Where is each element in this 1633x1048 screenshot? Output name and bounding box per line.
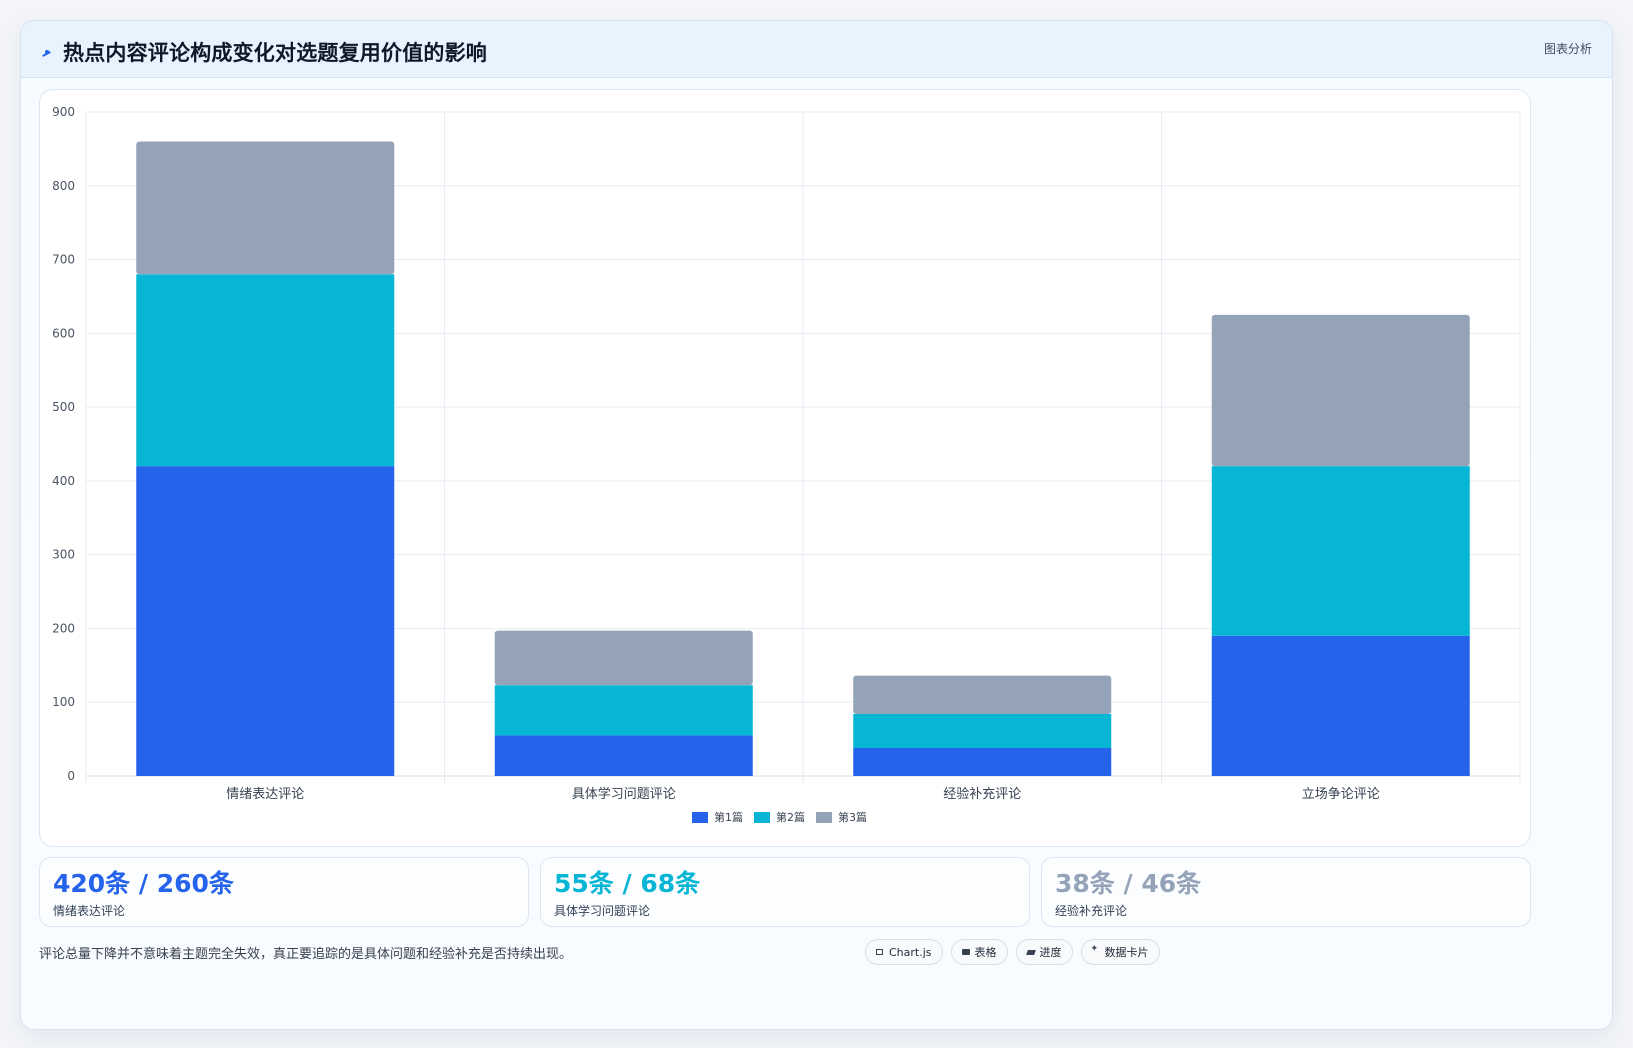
y-tick-label: 300	[52, 548, 75, 562]
bar-segment	[853, 747, 1112, 776]
bar-segment	[853, 675, 1112, 715]
legend-label: 第1篇	[714, 810, 743, 824]
stat-cards: 420条 / 260条 情绪表达评论 55条 / 68条 具体学习问题评论 38…	[39, 857, 1531, 929]
y-tick-label: 700	[52, 253, 75, 267]
chip-progress[interactable]: 进度	[1015, 939, 1073, 965]
y-tick-label: 400	[52, 474, 75, 488]
legend-swatch	[754, 812, 770, 823]
stat-card-experience: 38条 / 46条 经验补充评论	[1041, 857, 1531, 927]
report-window: 热点内容评论构成变化对选题复用价值的影响 图表分析 0 100 200 300 400 5…	[20, 20, 1613, 1030]
bar-segment	[494, 735, 753, 776]
legend-label: 第2篇	[776, 810, 805, 824]
y-tick-label: 800	[52, 179, 75, 193]
page-title: 热点内容评论构成变化对选题复用价值的影响	[63, 41, 487, 65]
legend-swatch	[816, 812, 832, 823]
stat-card-learning: 55条 / 68条 具体学习问题评论	[540, 857, 1030, 927]
bar-segment	[494, 630, 753, 686]
bar-segment	[853, 714, 1112, 748]
header: 热点内容评论构成变化对选题复用价值的影响 图表分析	[21, 21, 1612, 78]
stat-value: 38条 / 46条	[1055, 869, 1202, 898]
bar-segment	[136, 466, 395, 776]
bar-segment	[136, 274, 395, 467]
y-tick-label: 200	[52, 621, 75, 635]
trend-icon	[41, 46, 53, 58]
stat-value: 55条 / 68条	[554, 869, 701, 898]
chip-chartjs[interactable]: Chart.js	[865, 939, 943, 965]
stat-label: 经验补充评论	[1055, 904, 1128, 918]
chart-card: 0 100 200 300 400 500 600 700 800 900 情绪表达评论 具体学习问题…	[39, 89, 1531, 847]
x-tick-label: 立场争论评论	[1302, 787, 1380, 802]
sparkle-icon	[1091, 944, 1100, 956]
title-group: 热点内容评论构成变化对选题复用价值的影响	[41, 37, 487, 67]
legend-label: 第3篇	[838, 810, 867, 824]
legend-swatch	[692, 812, 708, 823]
chip-table[interactable]: 表格	[950, 939, 1008, 965]
chip-label: 数据卡片	[1104, 946, 1149, 959]
chip-label: 表格	[974, 946, 997, 959]
y-tick-label: 100	[52, 695, 75, 709]
x-tick-label: 情绪表达评论	[226, 787, 304, 802]
summary-note: 评论总量下降并不意味着主题完全失效，真正要追踪的是具体问题和经验补充是否持续出现…	[39, 947, 573, 962]
table-icon	[961, 948, 970, 956]
chip-label: 进度	[1039, 946, 1062, 959]
y-tick-label: 600	[52, 326, 75, 340]
progress-icon	[1027, 948, 1035, 956]
bar-segment	[1211, 314, 1470, 467]
x-tick-label: 经验补充评论	[943, 786, 1021, 802]
bar-segment	[136, 141, 395, 275]
bar-segment	[1211, 635, 1470, 776]
stacked-bar-chart: 0 100 200 300 400 500 600 700 800 900 情绪表达评论 具体学习问题…	[52, 105, 1521, 824]
y-tick-label: 500	[52, 400, 75, 414]
stat-label: 具体学习问题评论	[554, 904, 651, 918]
x-tick-label: 具体学习问题评论	[572, 786, 676, 802]
chip-label: Chart.js	[889, 945, 932, 959]
y-tick-label: 0	[67, 769, 75, 783]
y-tick-label: 900	[52, 105, 75, 119]
chip-data-card[interactable]: 数据卡片	[1080, 939, 1160, 965]
stat-card-emotion: 420条 / 260条 情绪表达评论	[39, 857, 529, 927]
bar-segment	[494, 685, 753, 736]
bar-segment	[1211, 466, 1470, 636]
stat-value: 420条 / 260条	[53, 869, 234, 898]
chart-analysis-label: 图表分析	[1543, 42, 1592, 56]
feature-chips: Chart.js 表格 进度 数据卡片	[865, 939, 1160, 965]
stat-label: 情绪表达评论	[53, 904, 126, 918]
chart-icon	[876, 948, 884, 956]
footer: 评论总量下降并不意味着主题完全失效，真正要追踪的是具体问题和经验补充是否持续出现…	[39, 939, 1530, 979]
